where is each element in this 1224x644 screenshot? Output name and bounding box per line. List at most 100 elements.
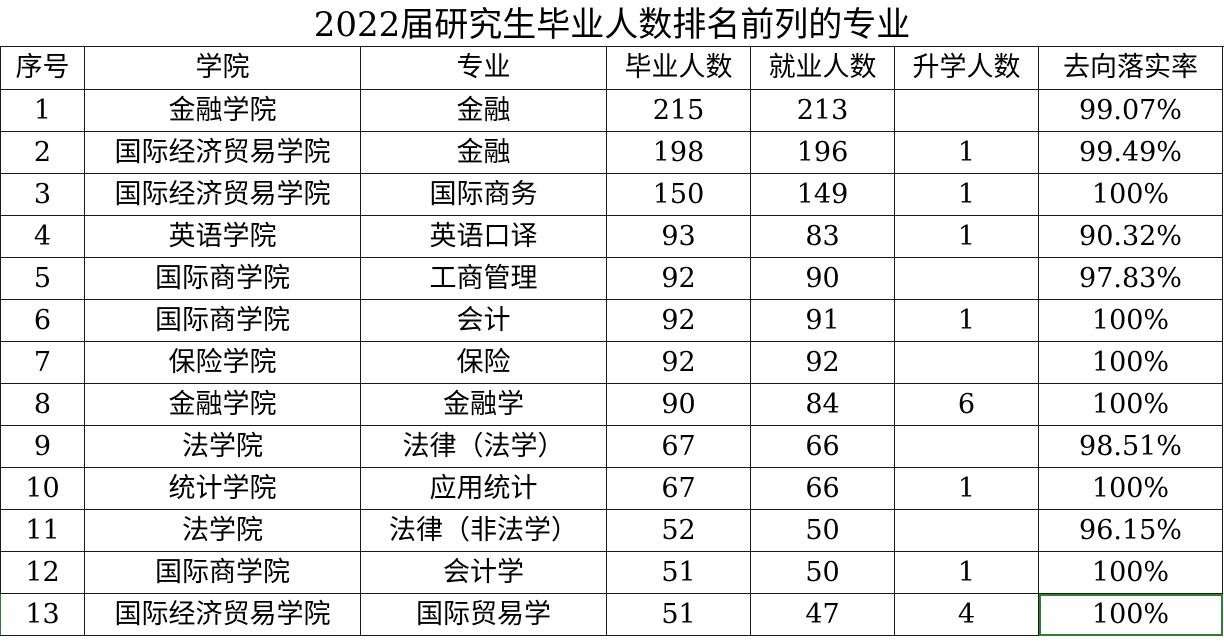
cell-seq[interactable]: 1 (0, 89, 85, 132)
cell-further-study[interactable] (894, 341, 1039, 384)
cell-major[interactable]: 金融学 (360, 383, 607, 426)
cell-further-study[interactable]: 1 (894, 299, 1039, 342)
cell-major[interactable]: 应用统计 (360, 467, 607, 510)
table-row: 12 国际商学院 会计学 51 50 1 100% (0, 551, 1223, 594)
cell-employed[interactable]: 66 (750, 467, 895, 510)
cell-employed[interactable]: 47 (750, 593, 895, 636)
column-header-seq[interactable]: 序号 (0, 46, 85, 90)
cell-seq[interactable]: 11 (0, 509, 85, 552)
cell-placement-rate[interactable]: 99.49% (1038, 131, 1223, 174)
cell-college[interactable]: 金融学院 (84, 383, 361, 426)
cell-employed[interactable]: 213 (750, 89, 895, 132)
cell-seq[interactable]: 9 (0, 425, 85, 468)
cell-graduates[interactable]: 67 (606, 425, 751, 468)
cell-employed[interactable]: 91 (750, 299, 895, 342)
cell-college[interactable]: 国际商学院 (84, 257, 361, 300)
cell-major[interactable]: 法律（法学） (360, 425, 607, 468)
cell-seq[interactable]: 6 (0, 299, 85, 342)
cell-further-study[interactable]: 1 (894, 551, 1039, 594)
cell-graduates[interactable]: 51 (606, 551, 751, 594)
cell-college[interactable]: 法学院 (84, 509, 361, 552)
cell-college[interactable]: 统计学院 (84, 467, 361, 510)
cell-seq[interactable]: 2 (0, 131, 85, 174)
cell-graduates[interactable]: 198 (606, 131, 751, 174)
cell-major[interactable]: 金融 (360, 89, 607, 132)
cell-further-study[interactable] (894, 509, 1039, 552)
cell-seq[interactable]: 13 (0, 593, 85, 636)
cell-major[interactable]: 英语口译 (360, 215, 607, 258)
cell-placement-rate[interactable]: 98.51% (1038, 425, 1223, 468)
cell-placement-rate[interactable]: 96.15% (1038, 509, 1223, 552)
cell-seq[interactable]: 10 (0, 467, 85, 510)
cell-employed[interactable]: 84 (750, 383, 895, 426)
cell-college[interactable]: 国际经济贸易学院 (84, 593, 361, 636)
cell-further-study[interactable] (894, 425, 1039, 468)
cell-employed[interactable]: 50 (750, 551, 895, 594)
cell-major[interactable]: 会计 (360, 299, 607, 342)
cell-college[interactable]: 英语学院 (84, 215, 361, 258)
cell-graduates[interactable]: 93 (606, 215, 751, 258)
cell-graduates[interactable]: 92 (606, 341, 751, 384)
cell-further-study[interactable]: 1 (894, 131, 1039, 174)
cell-graduates[interactable]: 67 (606, 467, 751, 510)
column-header-major[interactable]: 专业 (360, 46, 607, 90)
cell-placement-rate[interactable]: 99.07% (1038, 89, 1223, 132)
cell-graduates[interactable]: 215 (606, 89, 751, 132)
cell-college[interactable]: 保险学院 (84, 341, 361, 384)
cell-further-study[interactable]: 1 (894, 215, 1039, 258)
cell-placement-rate[interactable]: 100% (1038, 299, 1223, 342)
cell-seq[interactable]: 12 (0, 551, 85, 594)
cell-major[interactable]: 工商管理 (360, 257, 607, 300)
cell-placement-rate[interactable]: 90.32% (1038, 215, 1223, 258)
cell-graduates[interactable]: 90 (606, 383, 751, 426)
cell-college[interactable]: 法学院 (84, 425, 361, 468)
column-header-further-study[interactable]: 升学人数 (894, 46, 1039, 90)
cell-major[interactable]: 国际贸易学 (360, 593, 607, 636)
cell-placement-rate[interactable]: 100% (1038, 383, 1223, 426)
cell-placement-rate[interactable]: 97.83% (1038, 257, 1223, 300)
cell-further-study[interactable] (894, 89, 1039, 132)
cell-college[interactable]: 国际经济贸易学院 (84, 131, 361, 174)
cell-seq[interactable]: 7 (0, 341, 85, 384)
cell-seq[interactable]: 4 (0, 215, 85, 258)
cell-placement-rate[interactable]: 100% (1038, 341, 1223, 384)
cell-further-study[interactable]: 1 (894, 467, 1039, 510)
cell-college[interactable]: 国际商学院 (84, 299, 361, 342)
cell-further-study[interactable]: 4 (894, 593, 1039, 636)
cell-placement-rate[interactable]: 100% (1038, 551, 1223, 594)
cell-college[interactable]: 国际商学院 (84, 551, 361, 594)
column-header-employed[interactable]: 就业人数 (750, 46, 895, 90)
cell-major[interactable]: 会计学 (360, 551, 607, 594)
cell-graduates[interactable]: 150 (606, 173, 751, 216)
cell-seq[interactable]: 8 (0, 383, 85, 426)
cell-major[interactable]: 保险 (360, 341, 607, 384)
cell-employed[interactable]: 92 (750, 341, 895, 384)
cell-employed[interactable]: 83 (750, 215, 895, 258)
cell-employed[interactable]: 196 (750, 131, 895, 174)
cell-further-study[interactable] (894, 257, 1039, 300)
cell-graduates[interactable]: 52 (606, 509, 751, 552)
cell-seq[interactable]: 3 (0, 173, 85, 216)
cell-employed[interactable]: 149 (750, 173, 895, 216)
cell-employed[interactable]: 50 (750, 509, 895, 552)
column-header-graduates[interactable]: 毕业人数 (606, 46, 751, 90)
cell-major[interactable]: 国际商务 (360, 173, 607, 216)
cell-placement-rate[interactable]: 100% (1038, 467, 1223, 510)
cell-college[interactable]: 金融学院 (84, 89, 361, 132)
cell-placement-rate[interactable]: 100% (1038, 173, 1223, 216)
cell-seq[interactable]: 5 (0, 257, 85, 300)
cell-graduates[interactable]: 92 (606, 257, 751, 300)
cell-further-study[interactable]: 1 (894, 173, 1039, 216)
cell-graduates[interactable]: 51 (606, 593, 751, 636)
cell-further-study[interactable]: 6 (894, 383, 1039, 426)
cell-employed[interactable]: 66 (750, 425, 895, 468)
cell-major[interactable]: 法律（非法学） (360, 509, 607, 552)
column-header-college[interactable]: 学院 (84, 46, 361, 90)
table-title: 2022届研究生毕业人数排名前列的专业 (313, 5, 911, 45)
column-header-placement-rate[interactable]: 去向落实率 (1038, 46, 1223, 90)
selected-cell-placement-rate[interactable]: 100% (1038, 593, 1223, 636)
cell-employed[interactable]: 90 (750, 257, 895, 300)
cell-graduates[interactable]: 92 (606, 299, 751, 342)
cell-major[interactable]: 金融 (360, 131, 607, 174)
cell-college[interactable]: 国际经济贸易学院 (84, 173, 361, 216)
